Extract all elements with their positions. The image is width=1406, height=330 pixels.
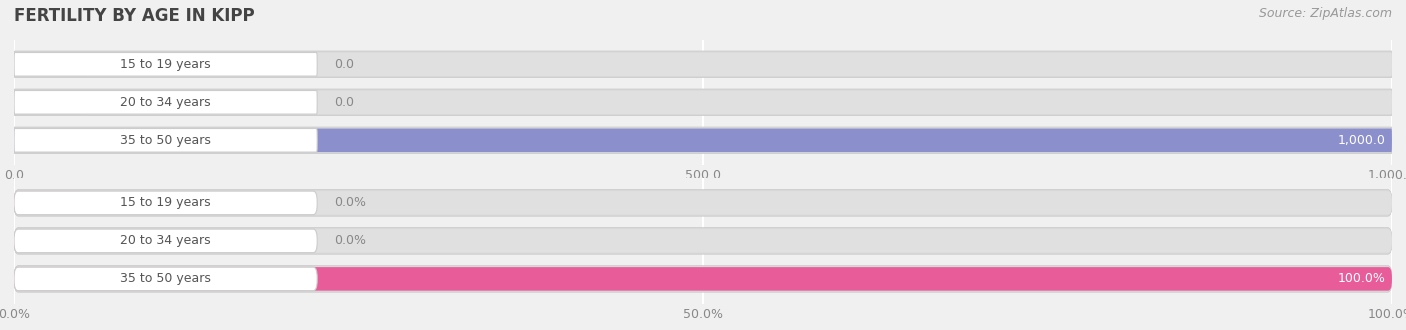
FancyBboxPatch shape [14, 266, 1392, 292]
FancyBboxPatch shape [14, 229, 1392, 253]
Text: 1,000.0: 1,000.0 [1337, 134, 1385, 147]
Text: 35 to 50 years: 35 to 50 years [120, 272, 211, 285]
FancyBboxPatch shape [14, 51, 1392, 78]
Text: 0.0%: 0.0% [333, 234, 366, 248]
Text: 0.0%: 0.0% [333, 196, 366, 210]
FancyBboxPatch shape [14, 52, 1392, 76]
Text: 20 to 34 years: 20 to 34 years [121, 234, 211, 248]
FancyBboxPatch shape [14, 190, 1392, 216]
FancyBboxPatch shape [14, 228, 1392, 254]
Text: 100.0%: 100.0% [1337, 272, 1385, 285]
Text: 35 to 50 years: 35 to 50 years [120, 134, 211, 147]
FancyBboxPatch shape [14, 267, 318, 291]
FancyBboxPatch shape [14, 90, 1392, 114]
FancyBboxPatch shape [14, 229, 318, 253]
FancyBboxPatch shape [14, 128, 318, 152]
Text: 0.0: 0.0 [333, 58, 354, 71]
FancyBboxPatch shape [14, 267, 1392, 291]
FancyBboxPatch shape [14, 128, 1392, 152]
Text: 15 to 19 years: 15 to 19 years [121, 58, 211, 71]
FancyBboxPatch shape [14, 52, 318, 76]
FancyBboxPatch shape [14, 191, 1392, 215]
Text: 20 to 34 years: 20 to 34 years [121, 96, 211, 109]
FancyBboxPatch shape [14, 191, 83, 215]
FancyBboxPatch shape [14, 89, 1392, 116]
FancyBboxPatch shape [14, 127, 1392, 153]
Text: 15 to 19 years: 15 to 19 years [121, 196, 211, 210]
FancyBboxPatch shape [14, 191, 318, 215]
FancyBboxPatch shape [14, 267, 1392, 291]
FancyBboxPatch shape [14, 229, 83, 253]
FancyBboxPatch shape [14, 52, 83, 76]
Text: Source: ZipAtlas.com: Source: ZipAtlas.com [1258, 7, 1392, 19]
Text: FERTILITY BY AGE IN KIPP: FERTILITY BY AGE IN KIPP [14, 7, 254, 25]
FancyBboxPatch shape [14, 128, 1392, 152]
Text: 0.0: 0.0 [333, 96, 354, 109]
FancyBboxPatch shape [14, 90, 318, 114]
FancyBboxPatch shape [14, 90, 83, 114]
